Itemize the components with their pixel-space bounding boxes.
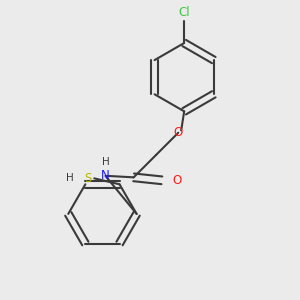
Text: O: O bbox=[172, 174, 182, 187]
Text: H: H bbox=[66, 173, 74, 183]
Text: S: S bbox=[85, 172, 92, 185]
Text: O: O bbox=[174, 126, 183, 139]
Text: H: H bbox=[101, 158, 109, 167]
Text: Cl: Cl bbox=[178, 6, 190, 19]
Text: N: N bbox=[101, 169, 110, 182]
